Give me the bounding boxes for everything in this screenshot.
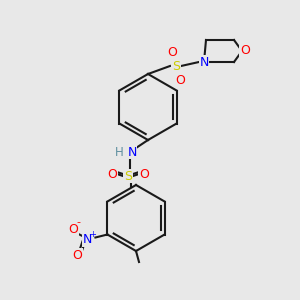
Text: S: S <box>124 169 132 182</box>
Text: O: O <box>107 167 117 181</box>
Text: -: - <box>76 218 80 227</box>
Text: H: H <box>115 146 124 158</box>
Text: S: S <box>172 59 180 73</box>
Text: N: N <box>199 56 209 68</box>
Text: O: O <box>175 74 185 86</box>
Text: O: O <box>167 46 177 59</box>
Text: O: O <box>139 167 149 181</box>
Text: +: + <box>89 230 96 239</box>
Text: N: N <box>83 233 92 246</box>
Text: O: O <box>240 44 250 58</box>
Text: N: N <box>127 146 137 158</box>
Text: O: O <box>73 249 82 262</box>
Text: O: O <box>68 223 78 236</box>
